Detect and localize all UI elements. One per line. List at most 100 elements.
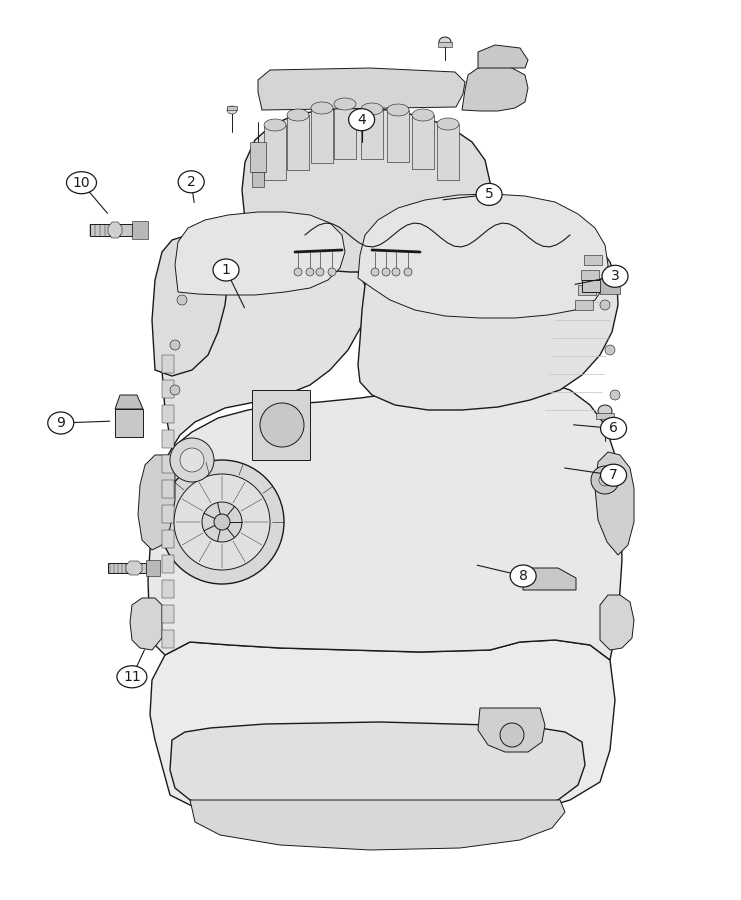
- Text: 7: 7: [609, 468, 618, 482]
- Text: 9: 9: [56, 416, 65, 430]
- Polygon shape: [287, 115, 309, 170]
- Circle shape: [170, 385, 180, 395]
- Bar: [162, 380, 174, 398]
- Polygon shape: [478, 708, 545, 752]
- Circle shape: [500, 723, 524, 747]
- Circle shape: [170, 340, 180, 350]
- Polygon shape: [170, 722, 585, 818]
- Circle shape: [214, 514, 230, 530]
- Ellipse shape: [598, 405, 612, 417]
- Polygon shape: [582, 280, 600, 292]
- Circle shape: [180, 448, 204, 472]
- Circle shape: [600, 300, 610, 310]
- Bar: [584, 255, 602, 265]
- Bar: [578, 285, 596, 295]
- Ellipse shape: [287, 109, 309, 121]
- Bar: [581, 270, 599, 280]
- Polygon shape: [252, 172, 264, 187]
- Ellipse shape: [600, 418, 627, 439]
- Polygon shape: [252, 390, 310, 460]
- Text: 2: 2: [187, 175, 196, 189]
- Ellipse shape: [510, 565, 536, 587]
- Ellipse shape: [600, 464, 627, 486]
- Circle shape: [392, 268, 400, 276]
- Bar: [227, 106, 237, 110]
- Ellipse shape: [67, 172, 96, 194]
- Circle shape: [170, 438, 214, 482]
- Polygon shape: [387, 110, 409, 162]
- Text: 4: 4: [357, 112, 366, 127]
- Bar: [162, 555, 174, 573]
- Circle shape: [316, 268, 324, 276]
- Circle shape: [294, 268, 302, 276]
- Polygon shape: [130, 598, 162, 650]
- Polygon shape: [361, 109, 383, 159]
- Polygon shape: [115, 395, 143, 409]
- Ellipse shape: [476, 184, 502, 205]
- Polygon shape: [175, 212, 345, 295]
- Circle shape: [605, 345, 615, 355]
- Polygon shape: [437, 124, 459, 180]
- Ellipse shape: [334, 98, 356, 110]
- Ellipse shape: [602, 266, 628, 287]
- Polygon shape: [478, 45, 528, 68]
- Ellipse shape: [178, 171, 205, 193]
- Polygon shape: [132, 221, 148, 239]
- Ellipse shape: [387, 104, 409, 116]
- Text: 5: 5: [485, 187, 494, 202]
- Bar: [162, 505, 174, 523]
- Polygon shape: [595, 452, 634, 555]
- Circle shape: [599, 474, 611, 486]
- Polygon shape: [162, 252, 367, 448]
- Ellipse shape: [227, 106, 237, 114]
- Polygon shape: [462, 65, 528, 111]
- Circle shape: [260, 403, 304, 447]
- Polygon shape: [311, 108, 333, 163]
- Circle shape: [610, 390, 620, 400]
- Polygon shape: [242, 108, 490, 272]
- Polygon shape: [358, 194, 608, 318]
- Bar: [162, 630, 174, 648]
- Ellipse shape: [47, 412, 74, 434]
- Text: 8: 8: [519, 569, 528, 583]
- Polygon shape: [600, 278, 620, 294]
- Polygon shape: [126, 561, 142, 575]
- Text: 1: 1: [222, 263, 230, 277]
- Circle shape: [202, 502, 242, 542]
- Polygon shape: [412, 115, 434, 169]
- Ellipse shape: [117, 666, 147, 688]
- Polygon shape: [334, 104, 356, 159]
- Ellipse shape: [439, 37, 451, 47]
- Text: 6: 6: [609, 421, 618, 436]
- Text: 10: 10: [73, 176, 90, 190]
- Bar: [162, 455, 174, 473]
- Polygon shape: [250, 142, 266, 172]
- Bar: [162, 605, 174, 623]
- Bar: [162, 480, 174, 498]
- Polygon shape: [108, 222, 122, 238]
- Polygon shape: [152, 235, 228, 376]
- Ellipse shape: [213, 259, 239, 281]
- Ellipse shape: [412, 109, 434, 121]
- Bar: [575, 300, 593, 310]
- Text: 3: 3: [611, 269, 619, 284]
- Bar: [162, 580, 174, 598]
- Ellipse shape: [437, 118, 459, 130]
- Circle shape: [177, 295, 187, 305]
- Polygon shape: [190, 800, 565, 850]
- Circle shape: [382, 268, 390, 276]
- Polygon shape: [108, 563, 146, 573]
- Polygon shape: [115, 409, 143, 437]
- Ellipse shape: [348, 109, 375, 130]
- Polygon shape: [90, 224, 132, 236]
- Ellipse shape: [264, 119, 286, 131]
- Bar: [162, 430, 174, 448]
- Circle shape: [328, 268, 336, 276]
- Polygon shape: [358, 206, 618, 410]
- Bar: [162, 405, 174, 423]
- Bar: [162, 530, 174, 548]
- Bar: [438, 42, 452, 47]
- Polygon shape: [148, 378, 622, 660]
- Circle shape: [160, 460, 284, 584]
- Ellipse shape: [311, 102, 333, 114]
